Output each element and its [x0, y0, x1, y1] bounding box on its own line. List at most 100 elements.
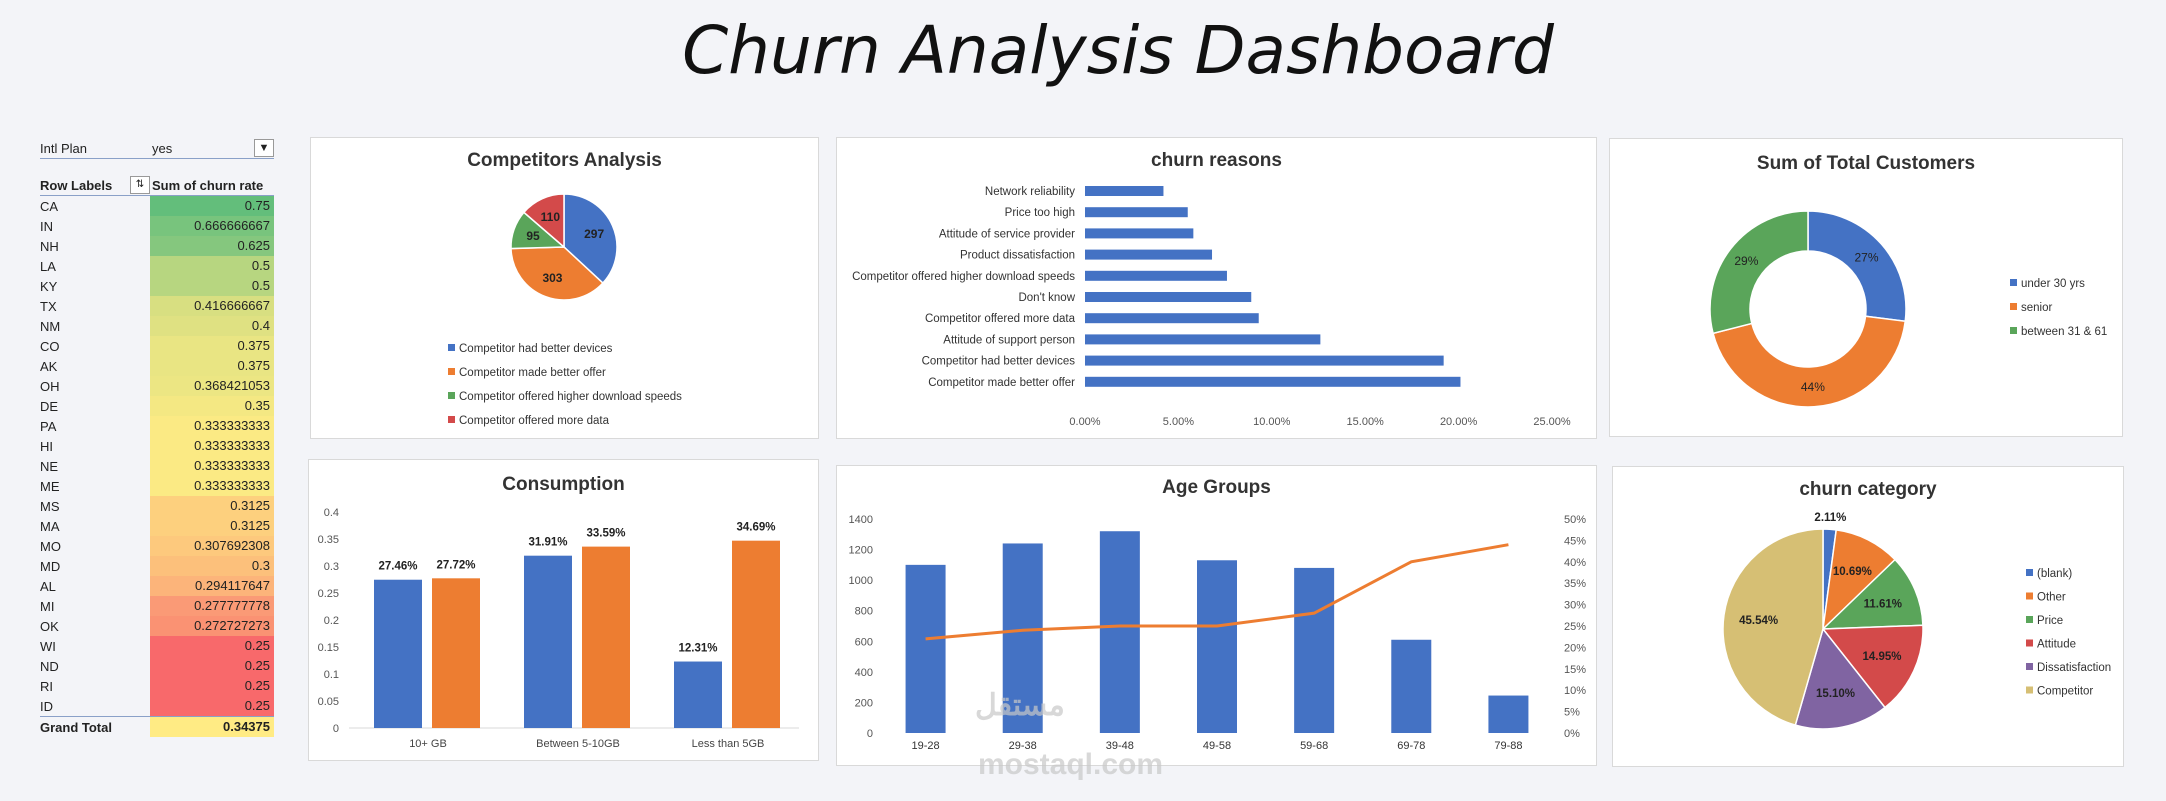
y-tick-label: 600: [855, 636, 873, 648]
x-tick-label: 39-48: [1106, 740, 1134, 752]
y-tick-label: 0.4: [324, 507, 339, 519]
age-title: Age Groups: [1162, 477, 1271, 498]
filter-funnel-icon[interactable]: ▼: [254, 139, 274, 157]
y2-tick-label: 15%: [1564, 664, 1586, 676]
dashboard-title: Churn Analysis Dashboard: [682, 12, 1554, 89]
customers-chart: 27% 44% 29% under 30 yrs senior between 31 & …: [1709, 210, 2107, 408]
consumption-bar: [732, 540, 780, 728]
y2-tick-label: 35%: [1564, 578, 1586, 590]
pie-slice: [1821, 558, 1924, 630]
y2-tick-label: 5%: [1564, 707, 1580, 719]
x-tick-label: 29-38: [1009, 740, 1037, 752]
pie-data-label: 297: [584, 227, 604, 241]
pie-slice: [1794, 627, 1887, 730]
customers-panel[interactable]: Sum of Total Customers 27% 44% 29% under 30…: [1609, 138, 2123, 437]
legend-label: Price: [2037, 615, 2063, 627]
legend-label: senior: [2021, 302, 2052, 314]
donut-slice: [1712, 315, 1907, 408]
pivot-row: RI 0.25: [40, 676, 274, 696]
x-tick-label: 49-58: [1203, 740, 1231, 752]
reason-bar: [1085, 313, 1259, 324]
reason-label: Price too high: [1005, 207, 1075, 219]
age-panel[interactable]: Age Groups 0 200 400 600 800 1000 1200 1400 0% 5%…: [836, 465, 1597, 766]
pivot-row-label: ND: [40, 658, 59, 674]
y2-tick-label: 0%: [1564, 728, 1580, 740]
consumption-bar: [432, 578, 480, 728]
pie-slice: [563, 193, 618, 285]
legend-swatch: [448, 416, 455, 423]
pivot-row-label: CO: [40, 338, 60, 354]
reason-bar: [1085, 207, 1188, 218]
pivot-row-label: NM: [40, 318, 61, 334]
legend-swatch: [2026, 639, 2033, 647]
legend-swatch: [2026, 569, 2033, 576]
pivot-row-label: MA: [40, 518, 60, 534]
watermark-url: mostaql.com: [978, 748, 1164, 781]
reason-bar: [1085, 186, 1164, 196]
y-tick-label: 0.15: [318, 642, 339, 654]
pivot-row-label: MD: [40, 558, 61, 574]
legend-label: Competitor made better offer: [459, 367, 606, 379]
consumption-chart: 0 0.05 0.1 0.15 0.2 0.25 0.3 0.35 0.4 27.46% 27.72…: [318, 507, 799, 750]
reason-label: Competitor offered higher download speed…: [852, 271, 1075, 283]
sort-filter-icon[interactable]: ⇅: [130, 176, 150, 194]
pivot-row-label: ID: [40, 698, 53, 714]
pivot-row: OK 0.272727273: [40, 616, 274, 636]
pivot-row-value: 0.4: [150, 316, 274, 336]
reason-label: Product dissatisfaction: [960, 250, 1075, 262]
pivot-row: AL 0.294117647: [40, 576, 274, 596]
y2-tick-label: 10%: [1564, 685, 1586, 697]
reason-label: Competitor had better devices: [922, 356, 1076, 368]
pivot-row-value: 0.375: [150, 356, 274, 376]
age-bar: [1099, 531, 1140, 733]
x-tick-label: 59-68: [1300, 740, 1328, 752]
consumption-bar: [524, 555, 572, 728]
pivot-row-value: 0.3125: [150, 516, 274, 536]
pivot-row-value: 0.294117647: [150, 576, 274, 596]
grand-total-row: Grand Total 0.34375: [40, 716, 274, 737]
reason-bar: [1085, 334, 1321, 345]
y2-tick-label: 40%: [1564, 557, 1586, 569]
age-chart: 0 200 400 600 800 1000 1200 1400 0% 5% 10% 15% 20% 25…: [849, 514, 1587, 752]
pivot-row-value: 0.75: [150, 196, 274, 216]
x-tick-label: 5.00%: [1163, 416, 1194, 428]
legend-label: Competitor offered more data: [459, 415, 610, 427]
pivot-row-label: MI: [40, 598, 55, 614]
pie-slice: [510, 246, 604, 301]
reasons-panel[interactable]: churn reasons Network reliability Price t…: [836, 137, 1597, 439]
reason-bar: [1085, 270, 1227, 281]
pivot-row-value: 0.25: [150, 696, 274, 716]
value-header: Sum of churn rate: [152, 177, 264, 193]
pivot-row: OH 0.368421053: [40, 376, 274, 396]
pivot-row-label: HI: [40, 438, 53, 454]
pivot-row-value: 0.272727273: [150, 616, 274, 636]
pivot-row: PA 0.333333333: [40, 416, 274, 436]
x-tick-label: 25.00%: [1533, 416, 1571, 428]
legend-label: Competitor offered higher download speed…: [459, 391, 682, 403]
pivot-row-value: 0.3: [150, 556, 274, 576]
pivot-row-label: PA: [40, 418, 57, 434]
y-tick-label: 1400: [849, 514, 873, 526]
row-labels-header: Row Labels: [40, 177, 113, 193]
donut-slice: [1807, 210, 1907, 323]
pie-slice: [1821, 529, 1897, 632]
reason-label: Attitude of service provider: [939, 228, 1075, 240]
pivot-row-label: TX: [40, 298, 57, 314]
legend-swatch: [448, 368, 455, 375]
y-tick-label: 1200: [849, 545, 873, 557]
pivot-row-value: 0.3125: [150, 496, 274, 516]
y2-tick-label: 20%: [1564, 642, 1586, 654]
legend-label: between 31 & 61: [2021, 326, 2107, 338]
pivot-row: CA 0.75: [40, 196, 274, 216]
x-tick-label: 10+ GB: [409, 738, 447, 750]
consumption-panel[interactable]: Consumption 0 0.05 0.1 0.15 0.2 0.25 0.3 0.35 0.…: [308, 459, 819, 761]
category-panel[interactable]: churn category 2.11% 10.69% 11.61% 14.95% 15…: [1612, 466, 2124, 767]
legend-label: Attitude: [2037, 639, 2076, 651]
pivot-row: LA 0.5: [40, 256, 274, 276]
competitors-panel[interactable]: Competitors Analysis 297 303 95 110 Competit…: [310, 137, 819, 439]
pivot-row-value: 0.25: [150, 656, 274, 676]
pivot-row-value: 0.333333333: [150, 476, 274, 496]
age-bar: [1002, 543, 1043, 733]
pivot-row-label: RI: [40, 678, 53, 694]
reason-bar: [1085, 355, 1444, 366]
